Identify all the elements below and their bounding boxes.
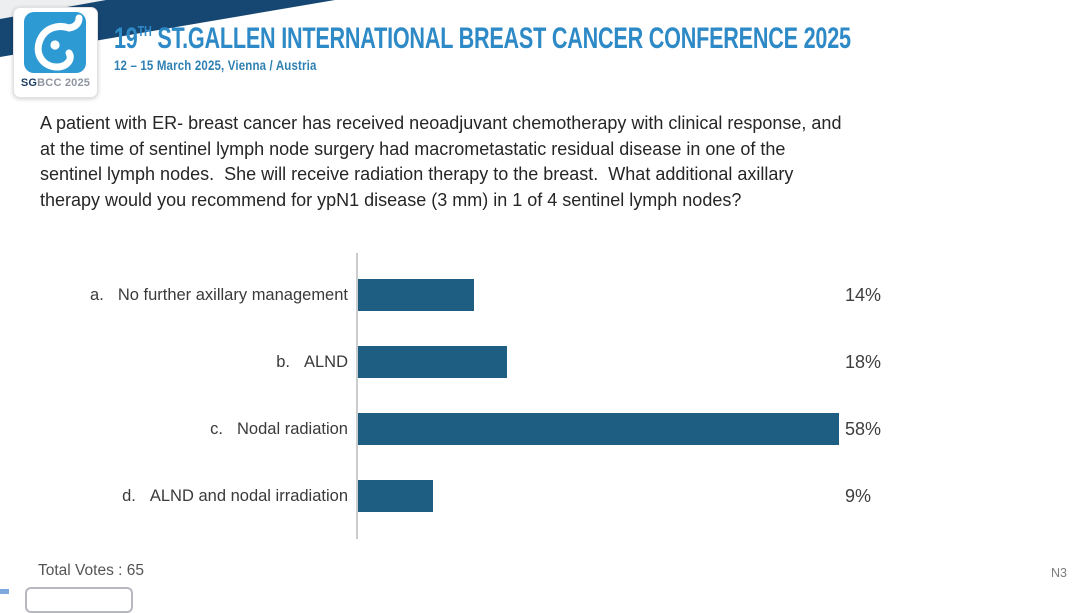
partial-button[interactable] bbox=[25, 587, 133, 613]
option-label: d. ALND and nodal irradiation bbox=[122, 479, 348, 513]
percent-label: 14% bbox=[845, 285, 882, 305]
chart-axis bbox=[356, 253, 358, 539]
chart-row: c. Nodal radiation 58% bbox=[0, 412, 1080, 446]
conference-title: 19TH ST.GALLEN INTERNATIONAL BREAST CANC… bbox=[114, 22, 851, 56]
option-letter: b. bbox=[276, 353, 290, 371]
question-line: A patient with ER- breast cancer has rec… bbox=[40, 113, 842, 133]
option-text: No further axillary management bbox=[117, 286, 348, 304]
option-text: ALND bbox=[303, 353, 348, 371]
option-label: b. ALND bbox=[276, 345, 348, 379]
chart-row: a. No further axillary management 14% bbox=[0, 278, 1080, 312]
question-line: therapy would you recommend for ypN1 dis… bbox=[40, 189, 742, 210]
percent-label: 9% bbox=[845, 486, 872, 506]
option-letter: c. bbox=[210, 420, 223, 438]
question-text: A patient with ER- breast cancer has rec… bbox=[40, 111, 841, 213]
conference-dates: 12 – 15 March 2025, Vienna / Austria bbox=[114, 58, 317, 73]
conference-logo-card: SGBCC 2025 bbox=[13, 7, 98, 98]
option-label: a. No further axillary management bbox=[90, 278, 348, 312]
bottom-edge-decoration bbox=[0, 589, 9, 594]
option-letter: d. bbox=[122, 487, 136, 505]
option-text: Nodal radiation bbox=[237, 420, 348, 438]
result-bar bbox=[358, 480, 433, 512]
logo-wordmark: SGBCC 2025 bbox=[14, 77, 97, 89]
option-label: c. Nodal radiation bbox=[210, 412, 348, 446]
slide-number: N3 bbox=[1051, 566, 1067, 580]
title-prefix: 19 bbox=[114, 22, 138, 55]
sgbcc-breast-logo-icon bbox=[34, 14, 83, 71]
logo-bcc-text: BCC 2025 bbox=[37, 77, 91, 89]
percent-label: 58% bbox=[845, 419, 882, 439]
option-text: ALND and nodal irradiation bbox=[149, 487, 348, 505]
total-votes: Total Votes : 65 bbox=[38, 562, 144, 579]
result-bar bbox=[358, 346, 508, 378]
result-bar bbox=[358, 279, 475, 311]
percent-label: 18% bbox=[845, 352, 882, 372]
question-line: sentinel lymph nodes. She will receive r… bbox=[40, 164, 794, 184]
result-bar bbox=[358, 413, 840, 445]
question-line: at the time of sentinel lymph node surge… bbox=[40, 138, 786, 159]
option-letter: a. bbox=[90, 286, 104, 304]
logo-sg-text: SG bbox=[20, 77, 38, 89]
title-superscript: TH bbox=[137, 23, 152, 40]
poll-chart: a. No further axillary management 14% b. ALN… bbox=[0, 278, 1080, 540]
chart-row: d. ALND and nodal irradiation 9% bbox=[0, 479, 1080, 513]
logo-tile bbox=[24, 12, 86, 73]
title-rest: ST.GALLEN INTERNATIONAL BREAST CANCER CO… bbox=[151, 22, 851, 55]
chart-row: b. ALND 18% bbox=[0, 345, 1080, 379]
